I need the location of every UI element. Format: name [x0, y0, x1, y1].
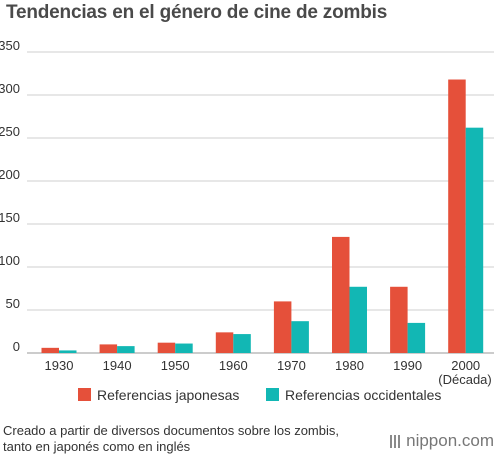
bar-western-references: [117, 346, 135, 353]
y-tick-label: 0: [13, 339, 20, 354]
x-tick-label: 1930: [45, 358, 74, 373]
bar-japanese-references: [157, 342, 176, 353]
bar-western-references: [349, 286, 367, 353]
x-tick-label: 1950: [161, 358, 190, 373]
legend-swatch: [266, 388, 279, 401]
x-tick-label: 1970: [277, 358, 306, 373]
bar-western-references: [175, 343, 193, 353]
chart-title: Tendencias en el género de cine de zombi…: [6, 2, 388, 23]
bar-western-references: [465, 127, 484, 354]
y-tick-label: 300: [0, 81, 20, 96]
legend-label: Referencias japonesas: [97, 387, 239, 403]
bar-japanese-references: [41, 347, 59, 353]
x-axis-tick-labels: 1930 1940 1950 1960 1970 1980 1990 2000: [45, 358, 481, 373]
x-axis-unit-label: (Década): [438, 372, 491, 387]
bar-japanese-references: [273, 301, 292, 353]
bar-japanese-references: [332, 236, 350, 353]
bar-japanese-references: [448, 79, 466, 354]
y-tick-label: 350: [0, 38, 20, 53]
x-tick-label: 2000: [451, 358, 480, 373]
y-axis-tick-labels: 0 50 100 150 200 250 300 350: [0, 38, 20, 354]
y-tick-label: 50: [6, 296, 20, 311]
legend-swatch: [78, 388, 91, 401]
y-tick-label: 250: [0, 124, 20, 139]
bar-western-references: [407, 322, 426, 353]
bar-japanese-references: [390, 286, 408, 353]
y-tick-label: 100: [0, 253, 20, 268]
bar-western-references: [59, 350, 77, 353]
bars: [41, 79, 484, 354]
brand-logo: nippon.com: [390, 431, 494, 451]
x-tick-label: 1980: [335, 358, 364, 373]
bar-western-references: [233, 334, 251, 353]
bar-western-references: [291, 321, 309, 353]
gridlines: [27, 51, 494, 354]
bar-japanese-references: [215, 332, 234, 353]
source-note-line-2: tanto en japonés como en inglés: [3, 439, 191, 454]
bar-japanese-references: [99, 344, 118, 353]
y-tick-label: 200: [0, 167, 20, 182]
x-tick-label: 1990: [393, 358, 422, 373]
x-tick-label: 1960: [219, 358, 248, 373]
legend-label: Referencias occidentales: [285, 387, 441, 403]
brand-name: nippon.com: [406, 431, 494, 450]
legend: Referencias japonesas Referencias occiden…: [78, 387, 441, 403]
source-note: Creado a partir de diversos documentos s…: [3, 423, 339, 455]
y-tick-label: 150: [0, 210, 20, 225]
source-note-line-1: Creado a partir de diversos documentos s…: [3, 423, 339, 438]
x-tick-label: 1940: [103, 358, 132, 373]
logo-bars-icon: [390, 434, 402, 448]
